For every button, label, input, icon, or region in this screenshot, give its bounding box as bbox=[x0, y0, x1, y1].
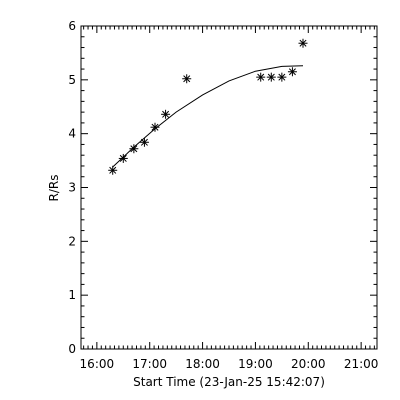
axis-ticks: 16:00 17:00 18:00 19:00 20:00 21:00 0 1 2 3 4 5 6 bbox=[68, 19, 378, 371]
y-tick-label: 3 bbox=[68, 181, 76, 195]
data-point bbox=[118, 153, 128, 163]
x-tick-label: 16:00 bbox=[80, 357, 115, 371]
data-point bbox=[161, 109, 171, 119]
data-point bbox=[287, 67, 297, 77]
data-point bbox=[298, 38, 308, 48]
data-point bbox=[129, 144, 139, 154]
plot-axes bbox=[80, 25, 378, 350]
y-tick-label: 4 bbox=[68, 127, 76, 141]
data-point bbox=[266, 72, 276, 82]
y-tick-label: 6 bbox=[68, 19, 76, 33]
x-tick-label: 21:00 bbox=[344, 357, 379, 371]
x-axis-label: Start Time (23-Jan-25 15:42:07) bbox=[133, 375, 325, 389]
x-tick-label: 20:00 bbox=[291, 357, 326, 371]
y-tick-label: 0 bbox=[68, 342, 76, 356]
data-point bbox=[108, 165, 118, 175]
y-tick-label: 1 bbox=[68, 288, 76, 302]
x-tick-label: 19:00 bbox=[238, 357, 273, 371]
data-point bbox=[150, 122, 160, 132]
x-tick-label: 17:00 bbox=[132, 357, 167, 371]
y-tick-label: 2 bbox=[68, 234, 76, 248]
data-point bbox=[182, 74, 192, 84]
data-point bbox=[277, 72, 287, 82]
y-axis-label: R/Rs bbox=[47, 175, 61, 202]
data-point bbox=[139, 137, 149, 147]
series-group bbox=[108, 38, 308, 175]
x-tick-label: 18:00 bbox=[185, 357, 220, 371]
y-tick-label: 5 bbox=[68, 73, 76, 87]
fit-curve bbox=[112, 65, 304, 168]
data-point bbox=[256, 72, 266, 82]
plot-frame bbox=[80, 25, 378, 350]
